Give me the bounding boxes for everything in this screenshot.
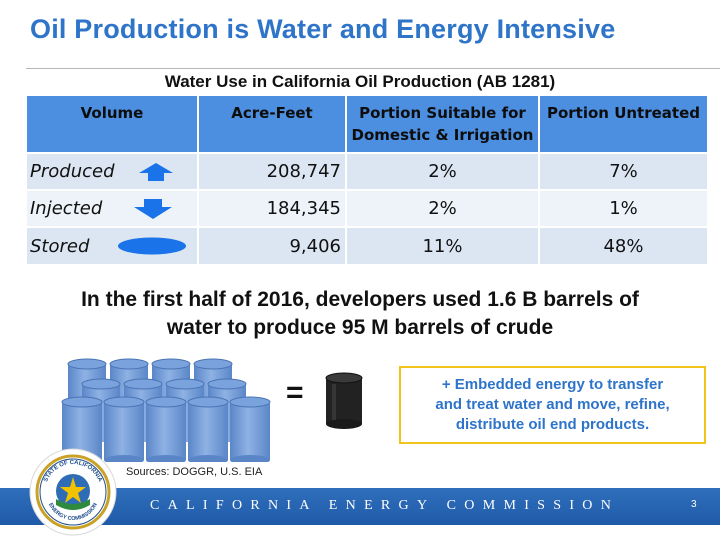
table-row-injected: Injected 184,345 2% 1% <box>27 189 707 227</box>
volume-label: Produced <box>30 161 115 182</box>
equals-sign: = <box>286 376 304 409</box>
suitable-cell: 2% <box>346 189 540 227</box>
footer-organization: CALIFORNIA ENERGY COMMISSION <box>150 498 620 513</box>
summary-line1: In the first half of 2016, developers us… <box>81 288 639 311</box>
header-volume: Volume <box>27 96 199 153</box>
volume-cell: Stored <box>27 226 199 264</box>
table-row-produced: Produced 208,747 2% 7% <box>27 152 707 190</box>
header-suitable-line1: Portion Suitable for <box>359 104 526 122</box>
suitable-cell: 11% <box>346 226 540 264</box>
page-number: 3 <box>691 499 697 510</box>
acre-feet-cell: 9,406 <box>198 226 347 264</box>
table-header-row: Volume Acre-Feet Portion Suitable for Do… <box>27 96 707 153</box>
water-barrels-illustration <box>61 358 271 462</box>
header-suitable-line2: Domestic & Irrigation <box>351 126 534 144</box>
barrel-row-front <box>61 396 271 462</box>
sources-citation: Sources: DOGGR, U.S. EIA <box>126 466 263 478</box>
footer-bar: CALIFORNIA ENERGY COMMISSION 3 <box>0 488 720 525</box>
water-pool-icon <box>118 237 186 255</box>
acre-feet-cell: 184,345 <box>198 189 347 227</box>
slide-title: Oil Production is Water and Energy Inten… <box>30 14 616 44</box>
volume-cell: Produced <box>27 152 199 190</box>
summary-line2: water to produce 95 M barrels of crude <box>166 316 554 339</box>
untreated-cell: 48% <box>539 226 707 264</box>
up-arrow-icon <box>139 162 173 181</box>
oil-barrel-icon <box>325 372 363 429</box>
down-arrow-icon <box>134 198 172 219</box>
note-line1: + Embedded energy to transfer <box>441 376 664 393</box>
title-divider <box>26 68 720 69</box>
note-line2: and treat water and move, refine, <box>435 396 670 413</box>
embedded-energy-note: + Embedded energy to transfer and treat … <box>399 366 706 444</box>
suitable-cell: 2% <box>346 152 540 190</box>
water-use-table: Volume Acre-Feet Portion Suitable for Do… <box>27 96 707 264</box>
volume-label: Injected <box>30 198 103 219</box>
energy-commission-seal-icon: STATE OF CALIFORNIA ENERGY COMMISSION <box>29 448 117 536</box>
volume-cell: Injected <box>27 189 199 227</box>
header-suitable: Portion Suitable for Domestic & Irrigati… <box>346 96 540 153</box>
summary-statement: In the first half of 2016, developers us… <box>0 286 720 342</box>
table-caption: Water Use in California Oil Production (… <box>164 72 556 91</box>
untreated-cell: 1% <box>539 189 707 227</box>
table-row-stored: Stored 9,406 11% 48% <box>27 226 707 264</box>
header-untreated: Portion Untreated <box>539 96 707 153</box>
header-acre-feet: Acre-Feet <box>198 96 347 153</box>
note-line3: distribute oil end products. <box>455 416 650 433</box>
volume-label: Stored <box>30 235 90 257</box>
acre-feet-cell: 208,747 <box>198 152 347 190</box>
untreated-cell: 7% <box>539 152 707 190</box>
